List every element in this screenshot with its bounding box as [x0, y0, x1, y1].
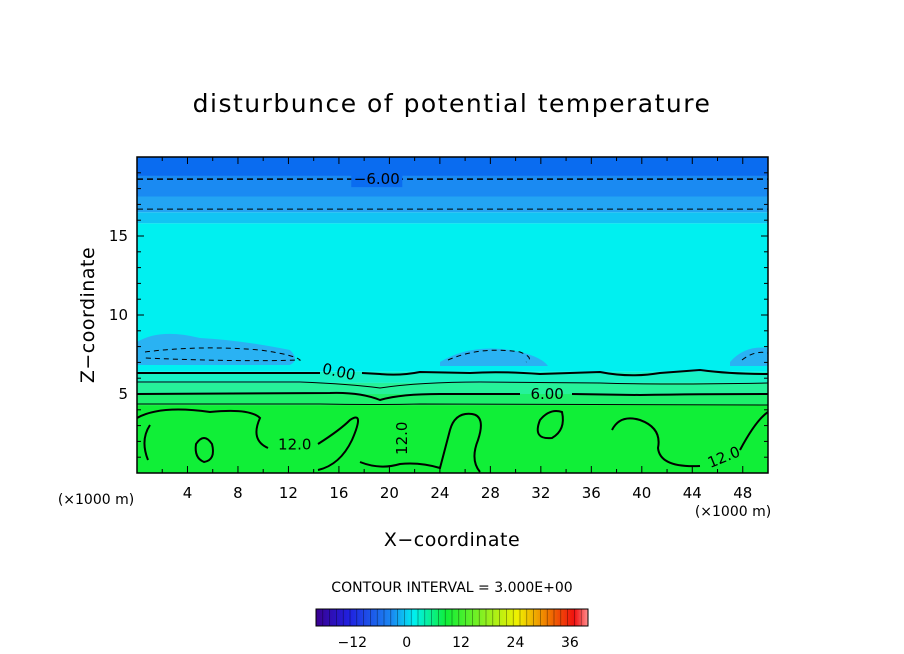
x-tick-label-7: 32 [531, 484, 550, 502]
chart-title: disturbunce of potential temperature [193, 89, 712, 118]
contour-lines [137, 347, 768, 473]
x-tick-label-9: 40 [632, 484, 651, 502]
contour-twelve-right [611, 411, 768, 468]
fill-band-8 [137, 405, 768, 473]
contour-blob-small [194, 437, 214, 464]
fill-band-0 [137, 157, 768, 176]
fill-band-6 [137, 382, 768, 394]
x-tick-label-4: 20 [380, 484, 399, 502]
blue-patch-left [137, 333, 295, 365]
contour-dashed-middle [447, 349, 530, 363]
contour-label-4: 12.0 [393, 422, 411, 455]
x-tick-label-0: 4 [183, 484, 193, 502]
x-axis-ticks: 4 8 12 16 20 24 28 32 36 40 44 48 [161, 157, 752, 502]
colorbar-tick-label-2: 12 [452, 635, 470, 651]
contour-blob-mid [536, 410, 564, 440]
colorbar-tick-label-1: 0 [402, 635, 411, 651]
dashed-upper-contours [137, 178, 768, 210]
contour-label-0: −6.00 [354, 170, 400, 188]
fill-band-3 [137, 212, 768, 224]
x-tick-label-3: 16 [329, 484, 348, 502]
y-axis-ticks: 5 10 15 [109, 172, 768, 458]
x-units-right: (×1000 m) [695, 504, 771, 520]
contour-label-3: 12.0 [278, 436, 311, 454]
contour-dashed-right [741, 351, 768, 361]
x-tick-label-1: 8 [233, 484, 243, 502]
x-tick-label-6: 28 [481, 484, 500, 502]
contour-zero [137, 368, 768, 377]
contour-9 [137, 403, 768, 406]
fill-band-7 [137, 394, 768, 406]
colorbar-ticks: −12 0 12 24 36 [315, 609, 589, 651]
contour-3 [137, 381, 768, 389]
x-tick-label-10: 44 [683, 484, 702, 502]
contour-label-2: 6.00 [530, 385, 563, 403]
colorbar-tick-label-3: 24 [507, 635, 525, 651]
contour-six [137, 391, 768, 402]
contour-dashed-left [144, 347, 302, 362]
contour-label-bg-0 [351, 170, 403, 188]
fill-band-5 [137, 371, 768, 383]
x-tick-label-2: 12 [279, 484, 298, 502]
x-tick-label-8: 36 [582, 484, 601, 502]
y-tick-label-0: 5 [118, 385, 128, 403]
contour-twelve-mid [317, 416, 359, 471]
x-tick-label-5: 24 [430, 484, 449, 502]
y-tick-label-2: 15 [109, 227, 128, 245]
y-axis-label: Z−coordinate [77, 247, 99, 383]
fill-band-1 [137, 175, 768, 197]
contour-twelve-left [137, 408, 269, 461]
x-axis-label: X−coordinate [384, 529, 520, 551]
x-tick-label-11: 48 [733, 484, 752, 502]
contour-interval: CONTOUR INTERVAL = 3.000E+00 [331, 580, 572, 596]
y-tick-label-1: 10 [109, 306, 128, 324]
colorbar-tick-label-4: 36 [561, 635, 579, 651]
colorbar-tick-label-0: −12 [337, 635, 367, 651]
fill-band-2 [137, 196, 768, 213]
x-units-left: (×1000 m) [58, 492, 134, 508]
contour-twelve-center [359, 412, 482, 473]
